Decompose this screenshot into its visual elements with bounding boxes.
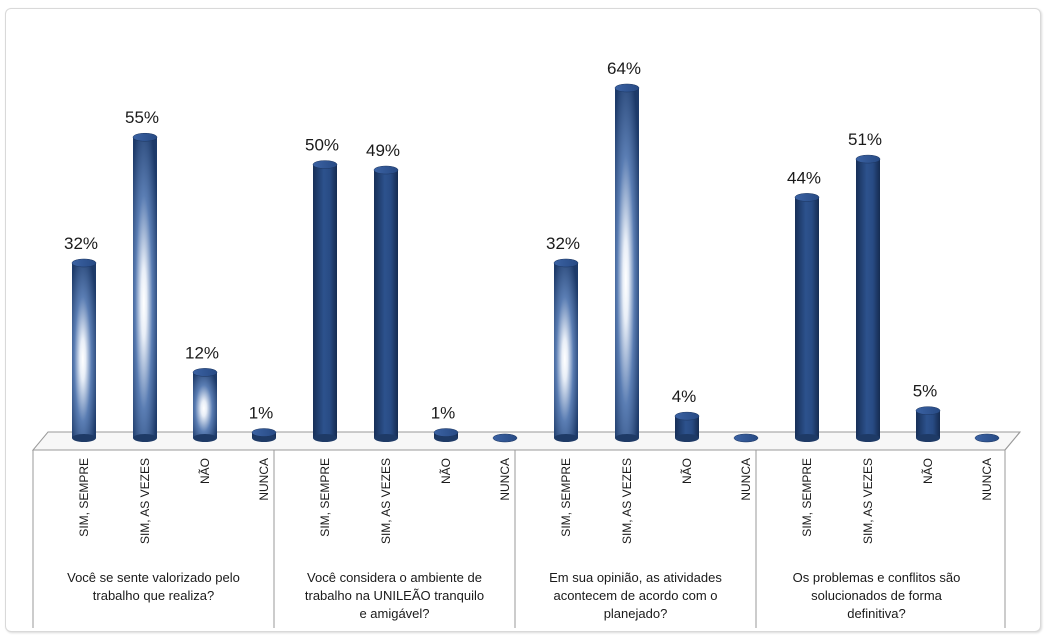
group-label: Os problemas e conflitos são <box>793 570 961 585</box>
bar-body <box>313 164 337 438</box>
bar-body <box>72 263 96 438</box>
bar-top-cap <box>192 368 218 377</box>
bar-base <box>133 434 157 442</box>
bar <box>312 160 338 442</box>
bar-body <box>193 372 217 438</box>
data-label: 49% <box>366 141 400 160</box>
bar-base <box>856 434 880 442</box>
bar <box>132 132 158 442</box>
group-label: Você considera o ambiente de <box>307 570 482 585</box>
bar <box>855 154 881 442</box>
category-label: NUNCA <box>257 458 271 501</box>
category-label: SIM, AS VEZES <box>379 458 393 544</box>
data-label: 50% <box>305 136 339 155</box>
data-label: 32% <box>64 234 98 253</box>
bar-base <box>615 434 639 442</box>
data-label: 44% <box>787 168 821 187</box>
bar <box>492 433 518 443</box>
bar-top-cap <box>915 406 941 415</box>
bar-top-cap <box>71 258 97 268</box>
group-label: definitiva? <box>847 606 906 621</box>
group-label: solucionados de forma <box>811 588 943 603</box>
category-label: SIM, SEMPRE <box>559 458 573 537</box>
bar <box>553 258 579 442</box>
group-label: Em sua opinião, as atividades <box>549 570 722 585</box>
bar <box>71 258 97 442</box>
chart-bars <box>71 83 1000 443</box>
category-label: SIM, SEMPRE <box>800 458 814 537</box>
bar-top-cap <box>433 428 459 437</box>
bar <box>674 411 700 442</box>
bar-top-cap <box>733 433 759 443</box>
category-label: NUNCA <box>739 458 753 501</box>
category-label: SIM, AS VEZES <box>138 458 152 544</box>
bar-top-cap <box>312 160 338 169</box>
group-label: e amigável? <box>359 606 429 621</box>
bar-base <box>554 434 578 442</box>
category-label: SIM, SEMPRE <box>318 458 332 537</box>
data-label: 51% <box>848 130 882 149</box>
bar-body <box>133 137 157 438</box>
category-label: NÃO <box>680 458 694 484</box>
bar <box>373 165 399 442</box>
group-label: planejado? <box>604 606 668 621</box>
bar <box>251 428 277 442</box>
data-label: 32% <box>546 234 580 253</box>
bar <box>733 433 759 443</box>
bar-top-cap <box>553 258 579 268</box>
data-label: 4% <box>672 387 697 406</box>
bar-base <box>193 434 217 442</box>
category-label: SIM, AS VEZES <box>620 458 634 544</box>
category-label: NÃO <box>198 458 212 484</box>
bar-base <box>72 434 96 442</box>
bar-base <box>916 434 940 442</box>
group-label: Você se sente valorizado pelo <box>67 570 240 585</box>
chart-labels: 32% SIM, SEMPRE 55% SIM, AS VEZES 12% NÃO 1% NU… <box>64 59 994 621</box>
bar <box>974 433 1000 443</box>
bar-top-cap <box>373 165 399 175</box>
bar-body <box>795 197 819 438</box>
bar-body <box>374 170 398 438</box>
bar-base <box>313 434 337 442</box>
category-label: SIM, AS VEZES <box>861 458 875 544</box>
bar <box>614 83 640 442</box>
category-label: SIM, SEMPRE <box>77 458 91 537</box>
chart-axis <box>32 431 1021 628</box>
bar-base <box>675 434 699 442</box>
data-label: 64% <box>607 59 641 78</box>
bar-body <box>554 263 578 438</box>
category-label: NUNCA <box>498 458 512 501</box>
category-label: NUNCA <box>980 458 994 501</box>
bar-top-cap <box>492 433 518 443</box>
group-label: trabalho na UNILEÃO tranquilo <box>305 588 484 603</box>
data-label: 5% <box>913 382 938 401</box>
bar-top-cap <box>251 428 277 437</box>
bar <box>794 193 820 442</box>
data-label: 12% <box>185 343 219 362</box>
bar-body <box>675 416 699 438</box>
category-label: NÃO <box>921 458 935 484</box>
group-label: acontecem de acordo com o <box>553 588 717 603</box>
bar-base <box>795 434 819 442</box>
bar <box>433 428 459 442</box>
data-label: 1% <box>431 404 456 423</box>
bar <box>915 406 941 442</box>
bar-body <box>615 88 639 438</box>
group-label: trabalho que realiza? <box>93 588 214 603</box>
axis-depth-line <box>1004 431 1021 451</box>
bar-top-cap <box>855 154 881 164</box>
data-label: 55% <box>125 108 159 127</box>
bar <box>192 368 218 442</box>
bar-body <box>856 159 880 438</box>
bar-top-cap <box>974 433 1000 443</box>
bar-top-cap <box>614 83 640 93</box>
data-label: 1% <box>249 404 274 423</box>
bar-body <box>916 410 940 438</box>
category-label: NÃO <box>439 458 453 484</box>
bar-top-cap <box>674 411 700 421</box>
bar-top-cap <box>132 132 158 142</box>
bar-top-cap <box>794 193 820 202</box>
bar-base <box>374 434 398 442</box>
